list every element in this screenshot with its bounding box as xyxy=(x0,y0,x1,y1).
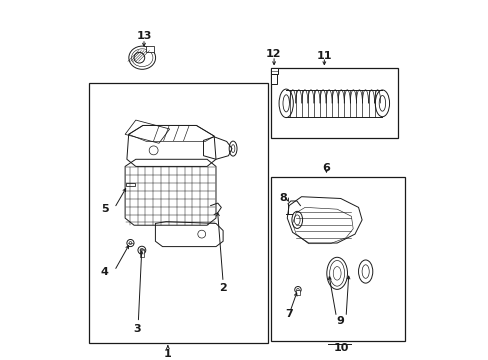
Text: 11: 11 xyxy=(316,51,331,61)
Text: 2: 2 xyxy=(219,283,226,293)
Text: 1: 1 xyxy=(163,348,171,359)
Bar xyxy=(140,249,143,257)
Bar xyxy=(270,68,277,75)
Text: 10: 10 xyxy=(333,343,348,353)
Text: 5: 5 xyxy=(101,204,108,214)
Text: 3: 3 xyxy=(134,324,141,334)
Bar xyxy=(89,83,267,343)
Bar xyxy=(271,68,397,138)
Text: 9: 9 xyxy=(336,316,344,327)
Bar xyxy=(296,290,299,296)
Text: 7: 7 xyxy=(285,309,292,319)
Text: 12: 12 xyxy=(265,49,281,59)
Text: 13: 13 xyxy=(136,31,151,41)
Bar xyxy=(271,177,404,341)
Bar xyxy=(271,74,276,85)
Text: 8: 8 xyxy=(279,193,287,203)
Bar xyxy=(146,46,153,51)
Text: 6: 6 xyxy=(322,163,330,173)
Text: 4: 4 xyxy=(101,266,108,276)
